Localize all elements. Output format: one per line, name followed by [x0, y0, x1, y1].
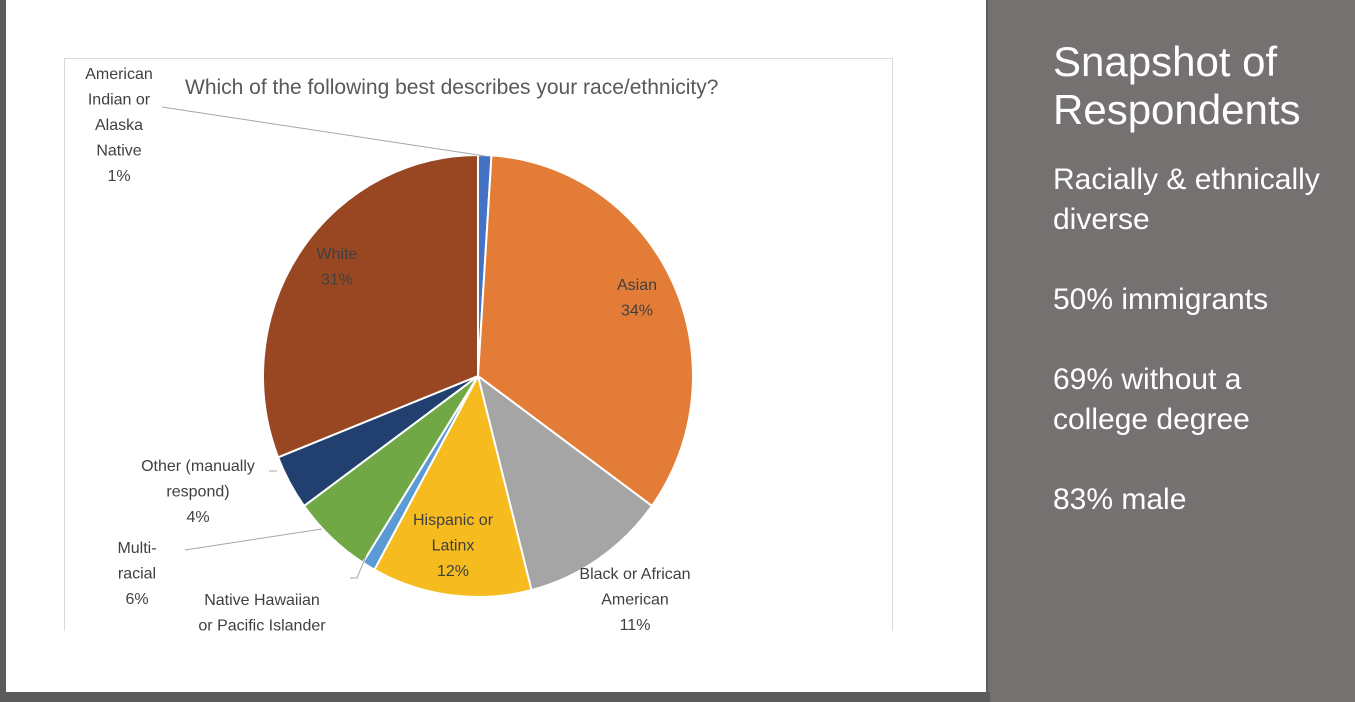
data-label-line: respond): [166, 484, 229, 501]
data-label-line: Hispanic or: [413, 512, 494, 529]
data-label-line: racial: [118, 566, 156, 583]
data-label-line: 6%: [125, 591, 148, 608]
stat-line: 50% immigrants: [1053, 283, 1269, 316]
data-label-line: American: [85, 66, 153, 83]
data-label: White 31%: [317, 246, 358, 289]
stat-item: 50% immigrants: [1053, 280, 1353, 320]
data-label-line: 4%: [186, 509, 209, 526]
pie-slice: [373, 373, 533, 598]
panel-title: Snapshot of Respondents: [1053, 38, 1353, 134]
slide-border: [0, 0, 6, 702]
stat-line: 83% male: [1053, 483, 1187, 516]
data-label-line: American: [601, 592, 669, 609]
stat-line: 69% without a: [1053, 363, 1242, 396]
stat-line: Racially & ethnically: [1053, 163, 1320, 196]
data-label-line: Other (manually: [141, 458, 255, 475]
leader-line: [350, 555, 367, 579]
pie-slice: [476, 154, 694, 508]
panel-title-line: Respondents: [1053, 86, 1301, 133]
stat-item: 83% male: [1053, 480, 1353, 520]
data-label: Hispanic or Latinx 12%: [413, 512, 494, 580]
stat-line: college degree: [1053, 403, 1250, 436]
stat-line: diverse: [1053, 203, 1150, 236]
data-label: American Indian or Alaska Native 1%: [85, 66, 153, 185]
info-panel: Snapshot of Respondents Racially & ethni…: [1053, 38, 1353, 560]
data-label-line: White: [317, 246, 358, 263]
data-label-line: 12%: [437, 563, 469, 580]
data-label-line: 31%: [321, 272, 353, 289]
data-label: Multi-racial 6%: [117, 540, 156, 608]
data-label-line: Black or African: [579, 566, 690, 583]
data-label-line: 1%: [107, 168, 130, 185]
stat-item: Racially & ethnically diverse: [1053, 160, 1353, 240]
data-label-line: Latinx: [432, 538, 475, 555]
data-label-line: Multi-: [117, 540, 156, 557]
data-label-line: Asian: [617, 277, 657, 294]
data-label-line: Native Hawaiian: [204, 592, 320, 609]
data-label-line: 34%: [621, 303, 653, 320]
data-label-line: Indian or: [88, 92, 151, 109]
leader-line: [161, 106, 486, 157]
data-label-line: or Pacific Islander: [198, 618, 326, 632]
pie-chart-svg: Which of the following best describes yo…: [85, 66, 718, 631]
pie-chart: Which of the following best describes yo…: [64, 58, 893, 631]
data-label: Black or African American 11%: [579, 566, 690, 631]
leader-line: [184, 528, 323, 551]
data-label: Other (manually respond) 4%: [141, 458, 255, 526]
slide-border: [0, 692, 990, 702]
pie-slice: [262, 153, 479, 459]
chart-title: Which of the following best describes yo…: [185, 76, 718, 99]
data-label: Asian 34%: [617, 277, 657, 320]
data-label-line: 11%: [620, 617, 651, 631]
data-label-line: Alaska: [95, 117, 143, 134]
data-label-line: Native: [96, 143, 141, 160]
stat-item: 69% without a college degree: [1053, 360, 1353, 440]
panel-title-line: Snapshot of: [1053, 38, 1278, 85]
pie-slice: [476, 373, 654, 592]
